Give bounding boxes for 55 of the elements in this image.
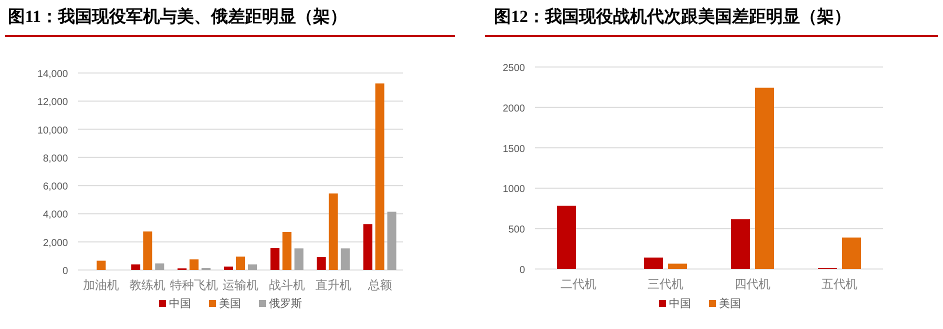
- bar: [644, 258, 663, 269]
- y-tick-label: 6,000: [42, 182, 68, 193]
- x-tick-label: 二代机: [560, 277, 596, 291]
- bar: [387, 212, 396, 270]
- y-tick-label: 10,000: [37, 125, 68, 136]
- bar: [363, 224, 372, 270]
- bar: [282, 232, 292, 270]
- bar: [96, 260, 106, 270]
- x-tick-label: 总额: [366, 278, 392, 292]
- y-tick-label: 0: [519, 265, 526, 276]
- y-tick-label: 500: [508, 224, 526, 236]
- x-tick-label: 教练机: [130, 278, 166, 292]
- y-tick-label: 2000: [502, 103, 526, 114]
- y-tick-label: 2,000: [42, 238, 68, 249]
- bar: [143, 231, 152, 270]
- bar: [328, 193, 338, 270]
- x-tick-label: 特种飞机: [170, 278, 218, 292]
- bar: [755, 88, 774, 269]
- legend-label: 中国: [669, 297, 691, 310]
- x-tick-label: 运输机: [222, 278, 258, 292]
- bar: [340, 248, 350, 270]
- y-tick-label: 12,000: [37, 97, 68, 108]
- x-tick-label: 三代机: [648, 277, 684, 291]
- bar: [842, 238, 861, 269]
- bar: [248, 264, 257, 270]
- x-tick-label: 直升机: [315, 278, 352, 292]
- bar: [270, 248, 280, 270]
- bar: [731, 219, 750, 269]
- legend-label: 中国: [169, 297, 191, 310]
- bar: [224, 266, 233, 270]
- y-tick-label: 14,000: [37, 69, 68, 80]
- chart-title: 图11：我国现役军机与美、俄差距明显（架）: [8, 7, 348, 26]
- x-tick-label: 五代机: [822, 277, 858, 291]
- y-tick-label: 4,000: [42, 210, 68, 221]
- y-tick-label: 0: [62, 266, 68, 277]
- bar: [375, 83, 384, 270]
- x-tick-label: 加油机: [83, 278, 120, 292]
- bar: [557, 206, 576, 269]
- bar: [236, 256, 245, 270]
- legend-label: 俄罗斯: [269, 297, 302, 310]
- bar: [294, 248, 304, 270]
- bar: [131, 264, 140, 270]
- y-tick-label: 1000: [502, 184, 526, 196]
- x-tick-label: 四代机: [734, 277, 770, 291]
- x-tick-label: 战斗机: [268, 278, 305, 292]
- bar: [668, 264, 687, 269]
- bar: [190, 259, 199, 270]
- y-tick-label: 8,000: [42, 153, 68, 164]
- y-tick-label: 2500: [502, 63, 526, 74]
- legend-label: 美国: [719, 297, 741, 310]
- chart-title: 图12：我国现役战机代次跟美国差距明显（架）: [494, 7, 851, 26]
- bar: [155, 263, 164, 270]
- y-tick-label: 1500: [502, 144, 526, 155]
- legend-label: 美国: [219, 297, 241, 310]
- bar: [316, 257, 326, 270]
